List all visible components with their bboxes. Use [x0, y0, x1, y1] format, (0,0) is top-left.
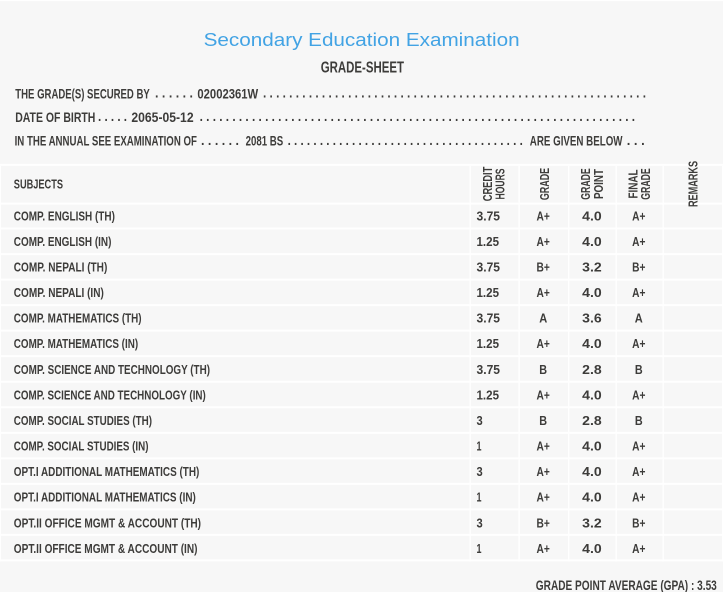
svg-text:3: 3: [477, 515, 483, 530]
svg-text:3.2: 3.2: [582, 259, 602, 274]
svg-text:GRADE POINT AVERAGE (GPA) : 3.: GRADE POINT AVERAGE (GPA) : 3.53: [536, 577, 717, 592]
svg-text:3.2: 3.2: [582, 515, 602, 530]
svg-text:OPT.I ADDITIONAL MATHEMATICS (: OPT.I ADDITIONAL MATHEMATICS (IN): [14, 490, 196, 505]
svg-text:3.75: 3.75: [477, 362, 501, 377]
svg-text:B+: B+: [537, 515, 551, 530]
svg-text:. . . . . . . . . . . . . . .: . . . . . . . . . . . . . . . . . . . . …: [263, 85, 646, 101]
svg-text:1: 1: [477, 541, 482, 556]
svg-text:1.25: 1.25: [477, 234, 500, 249]
svg-text:OPT.II OFFICE MGMT & ACCOUNT (: OPT.II OFFICE MGMT & ACCOUNT (TH): [14, 515, 201, 530]
svg-text:Secondary Education Examinatio: Secondary Education Examination: [204, 29, 520, 50]
svg-text:B: B: [539, 413, 547, 428]
svg-text:1.25: 1.25: [477, 336, 500, 351]
svg-text:A+: A+: [632, 234, 646, 249]
svg-text:. . . . . . . . . . . . . . .: . . . . . . . . . . . . . . . . . . . . …: [288, 132, 523, 148]
svg-text:COMP. ENGLISH (TH): COMP. ENGLISH (TH): [14, 208, 115, 223]
svg-text:A+: A+: [632, 387, 646, 402]
svg-text:. . .: . . .: [627, 132, 645, 148]
svg-text:. . . . . .: . . . . . .: [201, 132, 239, 148]
svg-text:. . . . .: . . . . .: [98, 108, 127, 124]
svg-text:COMP. MATHEMATICS (TH): COMP. MATHEMATICS (TH): [14, 311, 142, 326]
svg-text:4.0: 4.0: [582, 541, 602, 556]
svg-text:A+: A+: [632, 490, 646, 505]
svg-text:A+: A+: [537, 490, 551, 505]
svg-text:A: A: [635, 311, 644, 326]
svg-text:A+: A+: [537, 439, 551, 454]
svg-text:2065-05-12: 2065-05-12: [131, 109, 193, 125]
svg-text:2.8: 2.8: [582, 362, 602, 377]
svg-text:. . . . . .: . . . . . .: [155, 85, 193, 101]
svg-text:4.0: 4.0: [582, 336, 602, 351]
svg-text:DATE OF BIRTH: DATE OF BIRTH: [15, 109, 95, 125]
svg-text:1: 1: [477, 439, 482, 454]
svg-text:A+: A+: [537, 208, 551, 223]
svg-text:A+: A+: [537, 387, 551, 402]
svg-text:B+: B+: [632, 259, 646, 274]
svg-text:A+: A+: [537, 541, 551, 556]
svg-text:COMP. NEPALI (IN): COMP. NEPALI (IN): [14, 285, 104, 300]
svg-text:B: B: [635, 362, 643, 377]
svg-text:4.0: 4.0: [582, 439, 602, 454]
svg-text:OPT.I ADDITIONAL MATHEMATICS (: OPT.I ADDITIONAL MATHEMATICS (TH): [14, 464, 200, 479]
svg-text:GRADE: GRADE: [578, 168, 593, 200]
svg-text:A: A: [539, 311, 548, 326]
svg-text:1: 1: [477, 490, 482, 505]
svg-text:2.8: 2.8: [582, 413, 602, 428]
svg-text:POINT: POINT: [591, 169, 606, 199]
svg-text:A+: A+: [537, 234, 551, 249]
svg-text:COMP. SOCIAL STUDIES (TH): COMP. SOCIAL STUDIES (TH): [14, 413, 152, 428]
svg-text:COMP. MATHEMATICS (IN): COMP. MATHEMATICS (IN): [14, 336, 138, 351]
svg-text:CREDIT: CREDIT: [480, 167, 495, 202]
svg-text:THE GRADE(S) SECURED BY: THE GRADE(S) SECURED BY: [15, 85, 150, 101]
svg-text:COMP. SCIENCE AND TECHNOLOGY (: COMP. SCIENCE AND TECHNOLOGY (TH): [14, 362, 210, 377]
svg-text:1.25: 1.25: [477, 387, 500, 402]
svg-text:B: B: [539, 362, 547, 377]
svg-text:GRADE-SHEET: GRADE-SHEET: [321, 60, 404, 77]
svg-text:REMARKS: REMARKS: [686, 161, 701, 207]
svg-text:02002361W: 02002361W: [197, 85, 259, 101]
svg-text:4.0: 4.0: [582, 490, 602, 505]
svg-text:4.0: 4.0: [582, 285, 602, 300]
svg-text:3.75: 3.75: [477, 208, 501, 223]
svg-text:B+: B+: [537, 259, 551, 274]
svg-text:4.0: 4.0: [582, 208, 602, 223]
svg-text:A+: A+: [537, 336, 551, 351]
svg-text:A+: A+: [537, 464, 551, 479]
svg-text:A+: A+: [632, 541, 646, 556]
svg-text:A+: A+: [537, 285, 551, 300]
svg-text:3: 3: [477, 413, 483, 428]
svg-text:B+: B+: [632, 515, 646, 530]
svg-text:COMP. SCIENCE AND TECHNOLOGY (: COMP. SCIENCE AND TECHNOLOGY (IN): [14, 387, 206, 402]
svg-text:COMP. NEPALI (TH): COMP. NEPALI (TH): [14, 259, 108, 274]
svg-text:4.0: 4.0: [582, 387, 602, 402]
svg-text:B: B: [635, 413, 643, 428]
svg-text:4.0: 4.0: [582, 234, 602, 249]
svg-text:FINAL: FINAL: [625, 169, 640, 198]
svg-text:2081 BS: 2081 BS: [246, 133, 284, 149]
svg-text:OPT.II OFFICE MGMT & ACCOUNT (: OPT.II OFFICE MGMT & ACCOUNT (IN): [14, 541, 198, 556]
svg-text:A+: A+: [632, 464, 646, 479]
svg-text:3.75: 3.75: [477, 311, 501, 326]
svg-text:COMP. SOCIAL STUDIES (IN): COMP. SOCIAL STUDIES (IN): [14, 439, 149, 454]
svg-text:GRADE: GRADE: [638, 168, 653, 200]
svg-text:3.6: 3.6: [582, 311, 602, 326]
svg-text:A+: A+: [632, 439, 646, 454]
svg-text:ARE GIVEN BELOW: ARE GIVEN BELOW: [530, 133, 623, 149]
svg-text:1.25: 1.25: [477, 285, 500, 300]
svg-text:HOURS: HOURS: [493, 168, 508, 199]
svg-text:A+: A+: [632, 285, 646, 300]
svg-text:COMP. ENGLISH (IN): COMP. ENGLISH (IN): [14, 234, 112, 249]
svg-text:3: 3: [477, 464, 483, 479]
svg-text:A+: A+: [632, 208, 646, 223]
svg-text:3.75: 3.75: [477, 259, 501, 274]
svg-text:4.0: 4.0: [582, 464, 602, 479]
svg-text:. . . . . . . . . . . . . . .: . . . . . . . . . . . . . . . . . . . . …: [200, 108, 635, 124]
svg-text:SUBJECTS: SUBJECTS: [14, 176, 63, 191]
svg-text:A+: A+: [632, 336, 646, 351]
svg-text:GRADE: GRADE: [537, 168, 552, 201]
svg-text:IN THE ANNUAL SEE EXAMINATION: IN THE ANNUAL SEE EXAMINATION OF: [15, 133, 197, 149]
